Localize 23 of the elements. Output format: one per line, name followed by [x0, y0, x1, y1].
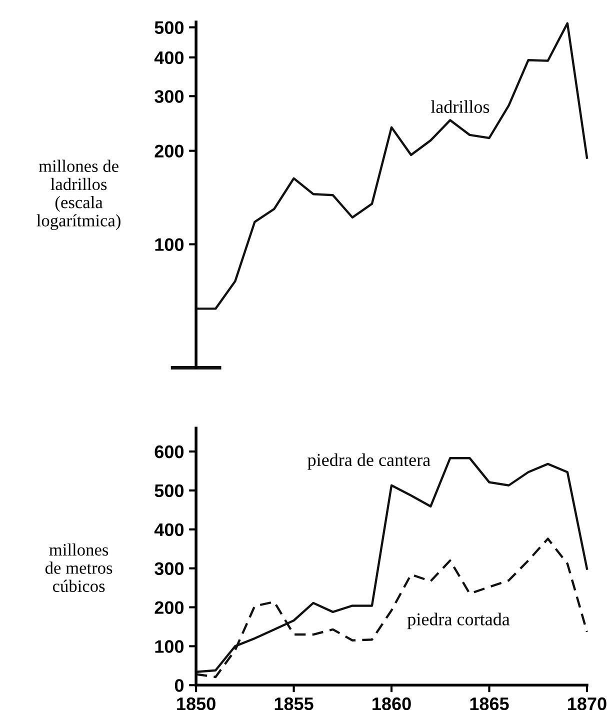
line-series [194, 22, 588, 310]
series-label: ladrillos [430, 100, 490, 113]
y-tick-label: 200 [154, 144, 184, 158]
y-tick-label: 200 [154, 601, 184, 614]
y-tick-label: 100 [155, 640, 184, 653]
y-tick-label: 300 [154, 562, 184, 576]
y-tick-label: 500 [154, 484, 184, 498]
y-tick-label: 300 [154, 90, 184, 103]
y-tick-label: 0 [174, 679, 184, 692]
y-axis-title: millones de ladrillos (escala logarítmica) [36, 160, 120, 230]
x-tick-label: 1850 [177, 697, 216, 710]
y-tick-label: 400 [154, 523, 184, 536]
series-label: piedra de cantera [308, 453, 430, 470]
series-label: piedra cortada [407, 612, 510, 630]
x-tick-label: 1855 [274, 697, 314, 710]
x-tick-label: 1870 [568, 697, 606, 710]
y-tick-label: 600 [154, 445, 184, 458]
x-tick-label: 1865 [470, 697, 509, 710]
y-tick-label: 100 [155, 238, 184, 251]
y-tick-label: 500 [154, 21, 184, 34]
y-axis-title: millones de metros cúbicos [45, 543, 112, 592]
x-tick-label: 1860 [372, 697, 411, 710]
y-tick-label: 400 [154, 51, 184, 64]
